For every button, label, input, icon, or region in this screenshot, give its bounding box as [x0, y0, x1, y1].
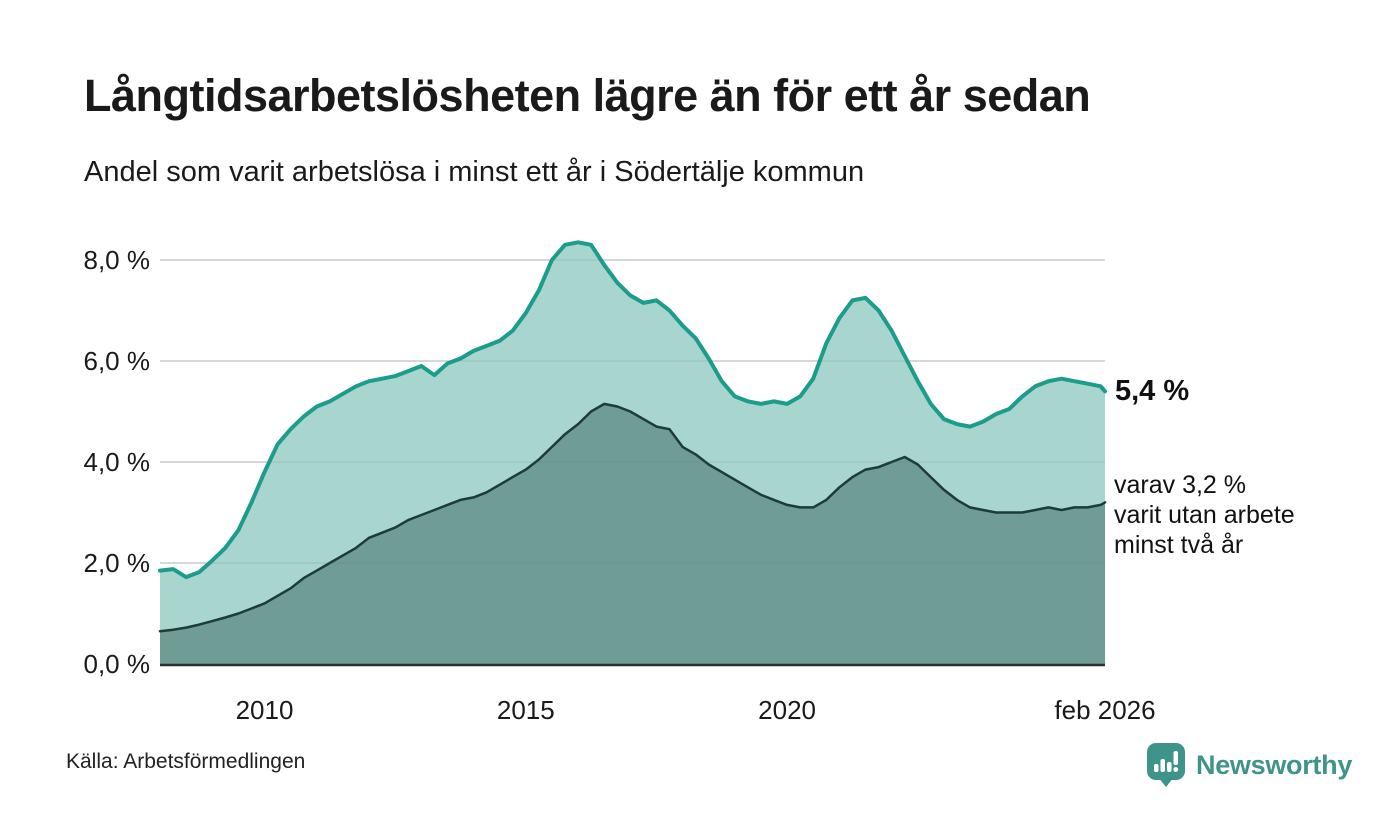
brand-name: Newsworthy: [1196, 749, 1353, 780]
y-axis-label: 2,0 %: [84, 548, 151, 578]
source-note: Källa: Arbetsförmedlingen: [66, 750, 306, 773]
latest-value-label: 5,4 %: [1115, 375, 1190, 407]
x-axis-label: 2010: [236, 695, 294, 725]
y-axis-label: 6,0 %: [84, 346, 151, 376]
y-axis-label: 4,0 %: [84, 447, 151, 477]
series1-line: [158, 240, 1107, 580]
secondary-annotation-line3: minst två år: [1114, 531, 1244, 559]
x-axis-label: 2020: [758, 695, 816, 725]
page-subtitle: Andel som varit arbetslösa i minst ett å…: [84, 156, 865, 188]
secondary-annotation-line2: varit utan arbete: [1114, 501, 1295, 529]
secondary-annotation: varav 3,2 % varit utan arbete minst två …: [1114, 470, 1295, 560]
brand-logo: Newsworthy: [1146, 742, 1352, 788]
y-axis-label: 0,0 %: [84, 649, 151, 679]
x-axis-label: feb 2026: [1054, 695, 1155, 725]
y-axis-label: 8,0 %: [84, 245, 151, 275]
x-axis-label: 2015: [497, 695, 555, 725]
newsworthy-bubble-barchart-icon: [1147, 743, 1185, 787]
series2-line: [158, 402, 1107, 633]
secondary-annotation-line1: varav 3,2 %: [1114, 471, 1247, 499]
series2-area: [160, 403, 1105, 664]
page-title: Långtidsarbetslösheten lägre än för ett …: [84, 70, 1091, 121]
